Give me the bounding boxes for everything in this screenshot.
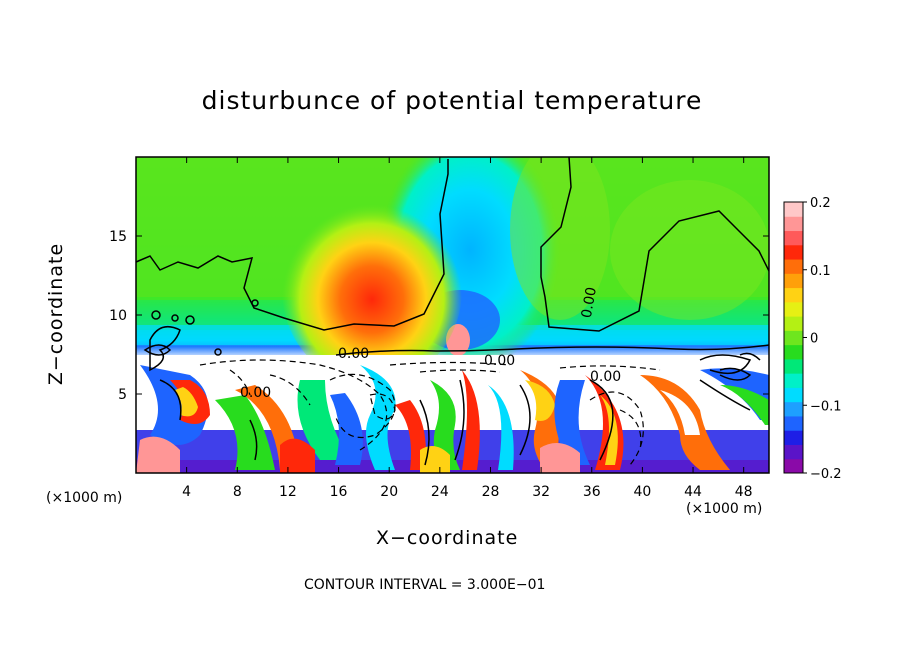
contour-label: 0.00 [240,385,271,401]
contour-label: 0.00 [484,353,515,369]
turbulent-layer [136,365,769,473]
y-tick-label: 10 [109,308,127,324]
x-tick-label: 20 [380,484,398,500]
contour-lines [136,157,769,466]
colorbar-swatch [784,458,803,474]
x-tick-label: 4 [182,484,191,500]
colorbar-swatch [784,230,803,246]
colorbar-tick-label: −0.2 [810,467,842,482]
x-tick-label: 44 [684,484,702,500]
chart-title: disturbunce of potential temperature [201,86,703,115]
x-axis: 4 8 12 16 20 24 28 32 36 40 44 48 [182,157,753,500]
contour-interval-note: CONTOUR INTERVAL = 3.000E−01 [304,577,546,593]
x-tick-label: 8 [233,484,242,500]
colorbar-swatch [784,444,803,460]
x-tick-label: 36 [583,484,601,500]
colorbar-swatch [784,344,803,360]
x-tick-label: 24 [431,484,449,500]
colorbar: 0.2 0.1 0 −0.1 −0.2 [783,196,842,482]
x-tick-label: 12 [279,484,297,500]
x-tick-label: 40 [633,484,651,500]
x-tick-label: 16 [330,484,348,500]
colorbar-swatch [784,273,803,289]
y-tick-label: 15 [109,229,127,245]
colorbar-swatch [784,387,803,403]
colorbar-swatch [784,259,803,274]
y-axis: 5 10 15 [109,229,769,403]
x-axis-label: X−coordinate [376,527,519,549]
colorbar-swatch [784,415,803,431]
colorbar-tick-label: −0.1 [810,399,842,414]
x-tick-label: 48 [735,484,753,500]
contour-label: 0.00 [579,286,600,319]
colorbar-tick-label: 0.2 [810,196,831,211]
x-unit-label-left: (×1000 m) [46,490,123,506]
y-tick-label: 5 [118,387,127,403]
negative-contours [199,359,661,466]
contour-label: 0.00 [338,346,369,362]
colorbar-swatch [784,287,803,303]
colorbar-swatch [784,358,803,374]
colorbar-swatch [784,330,803,346]
x-unit-label-right: (×1000 m) [686,501,763,517]
colorbar-tick-label: 0 [810,332,818,347]
colorbar-swatch [784,430,803,445]
colorbar-swatch [784,401,803,417]
y-axis-label: Z−coordinate [45,242,67,386]
colorbar-swatch [784,373,803,388]
colorbar-swatch [784,202,803,217]
x-tick-label: 32 [532,484,550,500]
x-tick-label: 28 [482,484,500,500]
colorbar-swatch [784,216,803,232]
heatmap-field [136,157,769,473]
colorbar-swatch [784,301,803,317]
colorbar-tick-label: 0.1 [810,264,831,279]
colorbar-swatch [784,316,803,331]
colorbar-swatch [784,244,803,260]
contour-label: 0.00 [590,369,621,385]
